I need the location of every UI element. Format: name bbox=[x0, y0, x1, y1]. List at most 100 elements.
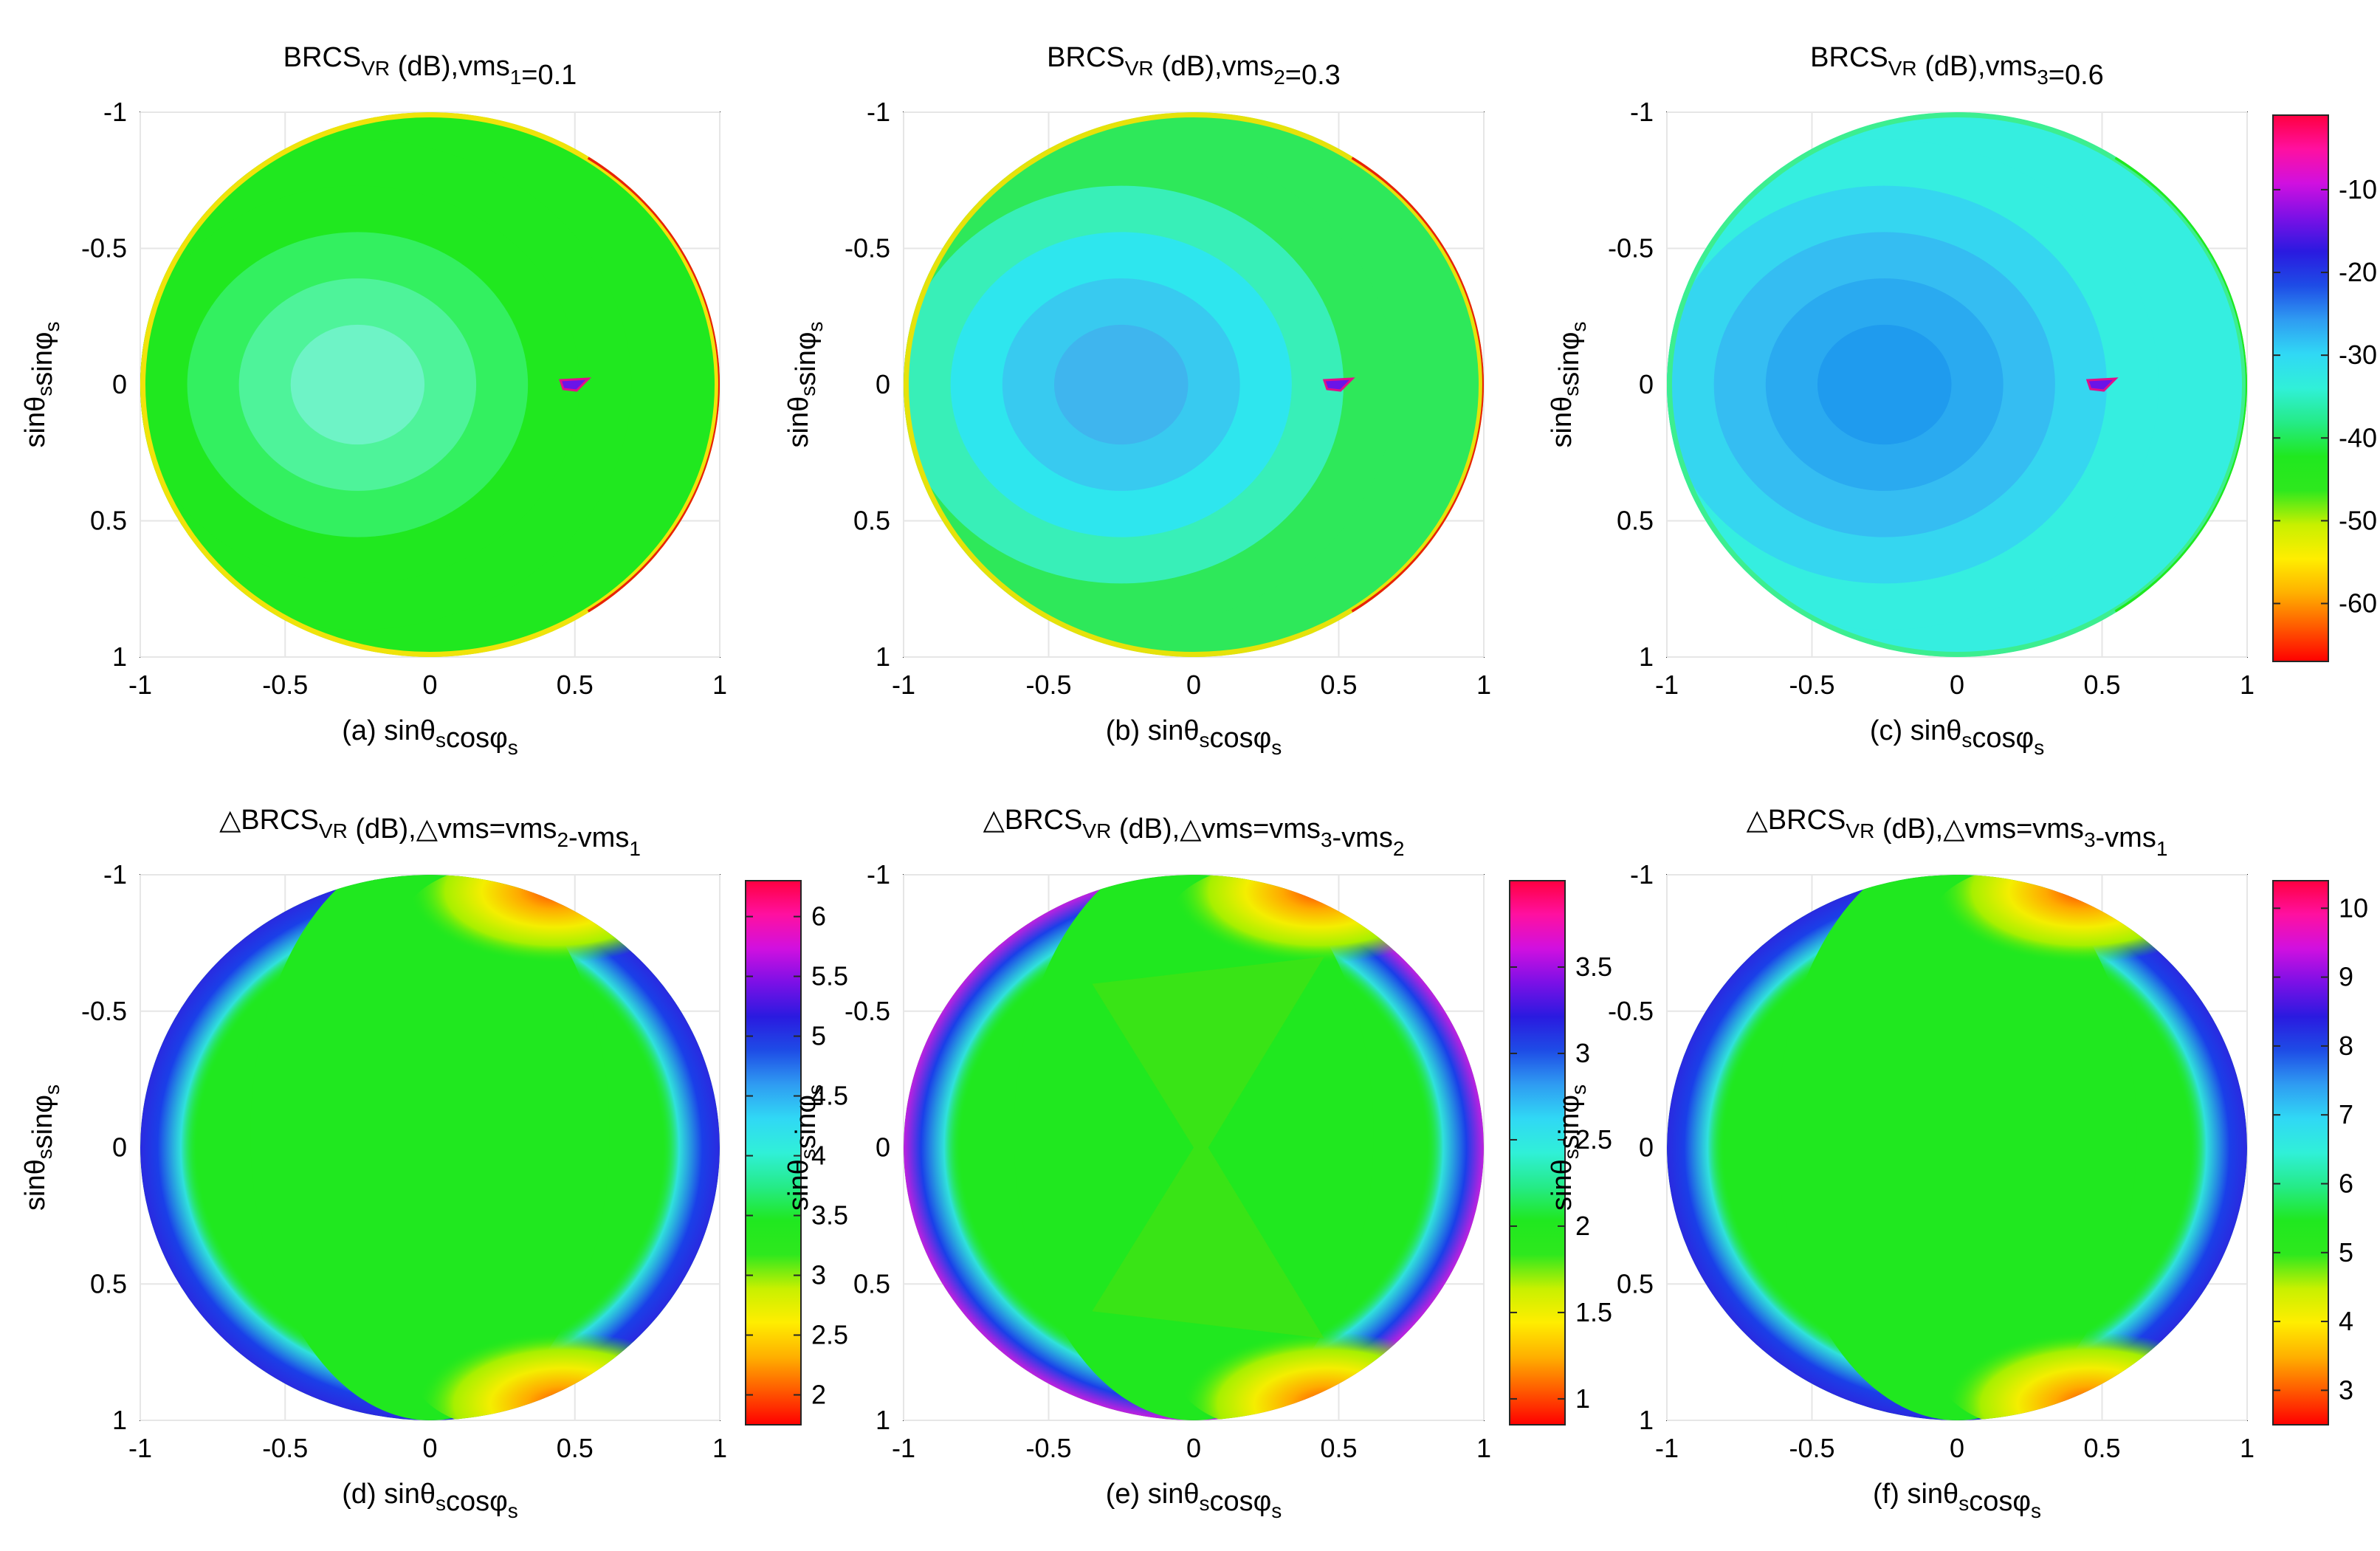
xlabel-subscript: s bbox=[1271, 736, 1282, 759]
chart-title: BRCSVR (dB),vms2=0.3 bbox=[1047, 42, 1341, 91]
panel-f: -1 -0.5 0 0.5 1-1-0.500.51△BRCSVR (dB),△vms=… bbox=[1547, 805, 2368, 1522]
xlabel-subscript: s bbox=[1271, 1499, 1282, 1522]
xlabel-subscript: s bbox=[1961, 729, 1972, 752]
artifact-mark bbox=[1322, 377, 1355, 392]
colorbar-e: 3.5 3 2.5 2 1.5 1 bbox=[1509, 880, 1612, 1426]
x-tick-label: 0.5 bbox=[2083, 670, 2120, 700]
y-tick-label: 0 bbox=[1639, 369, 1654, 399]
xlabel-subscript: s bbox=[508, 1499, 518, 1522]
title-subscript: 2 bbox=[557, 828, 568, 851]
colorbar-tick-label: 4 bbox=[2339, 1306, 2353, 1336]
y-tick-label: 0.5 bbox=[1617, 506, 1654, 536]
x-tick-label: -0.5 bbox=[1025, 1433, 1071, 1463]
y-tick-label: 1 bbox=[112, 642, 127, 672]
x-tick-label: 0.5 bbox=[2083, 1433, 2120, 1463]
y-tick-label: 0 bbox=[112, 369, 127, 399]
title-text: △BRCS bbox=[1747, 805, 1846, 836]
colorbar-d: 6 5.5 5 4.5 4 3.5 3 2.5 2 bbox=[745, 880, 848, 1426]
colorbar-tick-label: 3 bbox=[811, 1260, 826, 1290]
ylabel-text: sinθ bbox=[1547, 396, 1578, 448]
y-tick-label: 0.5 bbox=[1617, 1268, 1654, 1299]
chart-title: △BRCSVR (dB),△vms=vms3-vms2 bbox=[983, 805, 1405, 860]
colorbar-bar bbox=[745, 880, 802, 1426]
xlabel-subscript: s bbox=[436, 1492, 446, 1515]
title-text: -vms bbox=[568, 822, 629, 853]
x-tick-label: 1 bbox=[2240, 1433, 2255, 1463]
colorbar-f: 10 9 8 7 6 5 4 3 bbox=[2272, 880, 2368, 1426]
ylabel-subscript: s bbox=[1567, 322, 1590, 332]
chart-title: BRCSVR (dB),vms3=0.6 bbox=[1810, 42, 2104, 91]
panel-e: -1 -0.5 0 0.5 1-1-0.500.51△BRCSVR (dB),△vms=… bbox=[783, 805, 1612, 1522]
title-text: △BRCS bbox=[219, 805, 319, 836]
title-text: BRCS bbox=[283, 42, 362, 73]
xlabel-text: cosφ bbox=[446, 1486, 508, 1517]
contour-level bbox=[290, 324, 425, 445]
x-tick-label: 0.5 bbox=[557, 670, 594, 700]
panel-caption-letter: (a) bbox=[342, 715, 384, 746]
colorbar-tick-label: 2 bbox=[1575, 1211, 1590, 1241]
y-tick-label: -1 bbox=[867, 859, 890, 890]
ylabel-text: sinφ bbox=[1554, 332, 1585, 386]
y-tick-label: -0.5 bbox=[81, 233, 127, 264]
colorbar-tick-label: 1 bbox=[1575, 1383, 1590, 1414]
xlabel-text: cosφ bbox=[1209, 723, 1271, 754]
x-tick-label: 0 bbox=[1950, 1433, 1964, 1463]
x-tick-label: -1 bbox=[1655, 670, 1679, 700]
y-tick-label: 0 bbox=[876, 369, 890, 399]
x-tick-label: -1 bbox=[892, 670, 915, 700]
heatmap-c bbox=[1667, 112, 2247, 657]
x-tick-label: 0 bbox=[1950, 670, 1964, 700]
x-tick-label: 0 bbox=[422, 670, 437, 700]
ylabel-text: sinθ bbox=[20, 1159, 51, 1211]
panel-caption-letter: (b) bbox=[1106, 715, 1148, 746]
ylabel-text: sinθ bbox=[783, 396, 814, 448]
x-tick-label: 0 bbox=[1186, 670, 1201, 700]
y-tick-label: -1 bbox=[103, 97, 127, 127]
title-subscript: 3 bbox=[1321, 828, 1332, 851]
xlabel-text: cosφ bbox=[1209, 1486, 1271, 1517]
x-tick-label: -0.5 bbox=[1025, 670, 1071, 700]
x-tick-label: -0.5 bbox=[1789, 670, 1834, 700]
ylabel-subscript: s bbox=[33, 386, 56, 396]
heatmap-f bbox=[1667, 875, 2247, 1420]
y-tick-label: 0.5 bbox=[90, 1268, 127, 1299]
ylabel-subscript: s bbox=[1567, 1084, 1590, 1095]
xlabel-text: sinθ bbox=[1148, 715, 1200, 746]
x-tick-label: 1 bbox=[2240, 670, 2255, 700]
contour-level bbox=[1777, 875, 2137, 1420]
panel-d: -1 -0.5 0 0.5 1-1-0.500.51△BRCSVR (dB),△vms=… bbox=[20, 805, 848, 1522]
colorbar-tick-label: 3.5 bbox=[811, 1200, 848, 1231]
title-subscript: 1 bbox=[510, 66, 522, 89]
colorbar-tick-label: 10 bbox=[2339, 893, 2368, 923]
title-text: △BRCS bbox=[983, 805, 1083, 836]
ylabel-text: sinφ bbox=[791, 332, 822, 386]
title-subscript: VR bbox=[1846, 819, 1874, 842]
y-tick-label: 1 bbox=[1639, 1405, 1654, 1435]
ylabel-text: sinθ bbox=[783, 1159, 814, 1211]
title-text: =0.1 bbox=[521, 60, 577, 91]
x-tick-label: 0 bbox=[422, 1433, 437, 1463]
title-text: BRCS bbox=[1810, 42, 1888, 73]
ylabel-subscript: s bbox=[797, 386, 819, 396]
y-tick-label: 0 bbox=[876, 1132, 890, 1163]
y-tick-label: -0.5 bbox=[845, 233, 890, 264]
xlabel-subscript: s bbox=[436, 729, 446, 752]
x-tick-label: -1 bbox=[128, 670, 152, 700]
colorbar-tick-label: 9 bbox=[2339, 962, 2353, 992]
x-tick-label: 1 bbox=[1476, 1433, 1491, 1463]
y-tick-label: -0.5 bbox=[81, 996, 127, 1026]
ylabel-subscript: s bbox=[1560, 1149, 1583, 1159]
colorbar-tick-label: -50 bbox=[2339, 505, 2377, 535]
y-tick-label: 0 bbox=[1639, 1132, 1654, 1163]
y-tick-label: 0.5 bbox=[90, 506, 127, 536]
colorbar-tick-label: 7 bbox=[2339, 1099, 2353, 1129]
y-tick-label: -1 bbox=[1630, 97, 1654, 127]
title-subscript: 3 bbox=[2037, 66, 2049, 89]
colorbar-tick-label: 3.5 bbox=[1575, 952, 1612, 982]
x-axis-label: (f) sinθscosφs bbox=[1873, 1479, 2041, 1522]
y-tick-label: -1 bbox=[1630, 859, 1654, 890]
colorbar-tick-label: -60 bbox=[2339, 588, 2377, 619]
y-tick-label: -0.5 bbox=[845, 996, 890, 1026]
title-text: =0.3 bbox=[1285, 60, 1341, 91]
